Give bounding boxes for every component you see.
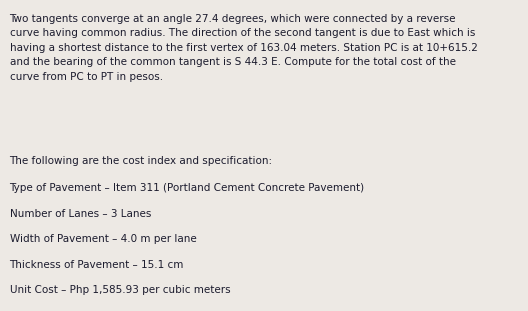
Text: Two tangents converge at an angle 27.4 degrees, which were connected by a revers: Two tangents converge at an angle 27.4 d…	[10, 14, 477, 81]
Text: Number of Lanes – 3 Lanes: Number of Lanes – 3 Lanes	[10, 209, 151, 219]
Text: Unit Cost – Php 1,585.93 per cubic meters: Unit Cost – Php 1,585.93 per cubic meter…	[10, 285, 230, 295]
Text: Width of Pavement – 4.0 m per lane: Width of Pavement – 4.0 m per lane	[10, 234, 196, 244]
Text: Thickness of Pavement – 15.1 cm: Thickness of Pavement – 15.1 cm	[10, 260, 184, 270]
Text: The following are the cost index and specification:: The following are the cost index and spe…	[10, 156, 272, 165]
Text: Type of Pavement – Item 311 (Portland Cement Concrete Pavement): Type of Pavement – Item 311 (Portland Ce…	[10, 183, 365, 193]
